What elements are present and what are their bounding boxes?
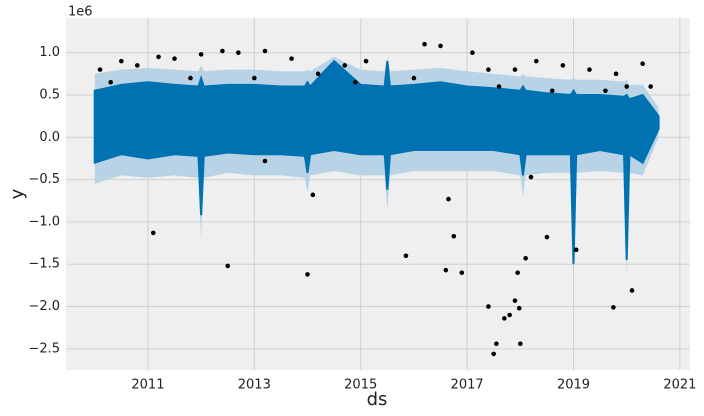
y-tick-label: −1.0 bbox=[28, 214, 60, 229]
observation-point bbox=[470, 50, 475, 55]
observation-point bbox=[289, 56, 294, 61]
observation-point bbox=[422, 41, 427, 47]
observation-point bbox=[451, 234, 457, 239]
x-tick-label: 2011 bbox=[131, 378, 164, 393]
y-tick-label: 0.5 bbox=[39, 88, 60, 103]
observation-point bbox=[491, 351, 497, 357]
observation-point bbox=[225, 263, 231, 269]
observation-point bbox=[446, 196, 451, 202]
observation-point bbox=[528, 174, 534, 180]
observation-point bbox=[507, 312, 512, 318]
x-axis-label: ds bbox=[367, 389, 388, 410]
observation-point bbox=[613, 71, 619, 77]
y-tick-label: −2.0 bbox=[28, 299, 60, 314]
observation-point bbox=[512, 67, 518, 72]
x-tick-label: 2015 bbox=[344, 378, 377, 393]
observation-point bbox=[533, 58, 539, 64]
observation-point bbox=[198, 52, 204, 57]
y-tick-label: −1.5 bbox=[28, 257, 60, 272]
observation-point bbox=[459, 270, 465, 275]
observation-point bbox=[262, 48, 268, 54]
observation-point bbox=[188, 75, 193, 81]
observation-point bbox=[486, 304, 491, 309]
observation-point bbox=[629, 288, 635, 293]
observation-point bbox=[363, 58, 369, 64]
observation-point bbox=[119, 58, 124, 64]
observation-point bbox=[315, 71, 321, 77]
observation-point bbox=[403, 253, 409, 259]
observation-point bbox=[172, 56, 177, 61]
observation-point bbox=[496, 84, 502, 89]
observation-point bbox=[502, 316, 507, 321]
observation-point bbox=[494, 341, 499, 347]
y-tick-label: 1.0 bbox=[39, 45, 60, 60]
observation-point bbox=[624, 84, 629, 89]
observation-point bbox=[560, 63, 566, 68]
observation-point bbox=[648, 84, 653, 89]
observation-point bbox=[438, 43, 443, 49]
observation-point bbox=[640, 61, 645, 66]
observation-point bbox=[544, 234, 550, 240]
observation-point bbox=[252, 75, 257, 81]
observation-point bbox=[262, 158, 268, 164]
observation-point bbox=[134, 63, 140, 68]
observation-point bbox=[573, 247, 579, 253]
x-tick-label: 2021 bbox=[663, 378, 696, 393]
y-tick-label: −2.5 bbox=[28, 341, 60, 356]
observation-point bbox=[523, 256, 528, 261]
observation-point bbox=[310, 192, 316, 198]
observation-point bbox=[486, 67, 491, 72]
offset-label: 1e6 bbox=[68, 5, 93, 20]
forecast bbox=[93, 59, 660, 265]
observation-point bbox=[236, 50, 241, 55]
observation-point bbox=[220, 48, 225, 54]
observation-point bbox=[516, 305, 522, 311]
observation-point bbox=[150, 230, 156, 236]
x-tick-label: 2019 bbox=[557, 378, 590, 393]
observation-point bbox=[353, 80, 358, 85]
observation-point bbox=[611, 305, 616, 310]
observation-point bbox=[108, 80, 113, 85]
observation-point bbox=[512, 298, 518, 303]
observation-point bbox=[443, 267, 449, 273]
y-tick-label: 0.0 bbox=[39, 130, 60, 145]
observation-point bbox=[603, 88, 608, 94]
x-tick-label: 2013 bbox=[238, 378, 271, 393]
observation-point bbox=[97, 67, 103, 72]
observation-point bbox=[515, 270, 520, 275]
y-axis-label: y bbox=[7, 188, 28, 199]
observation-point bbox=[518, 341, 523, 347]
observation-point bbox=[156, 54, 161, 60]
x-tick-label: 2017 bbox=[451, 378, 484, 393]
observation-point bbox=[305, 272, 310, 277]
observation-point bbox=[549, 88, 555, 94]
observation-point bbox=[342, 63, 348, 68]
observation-point bbox=[411, 75, 417, 81]
y-tick-label: −0.5 bbox=[28, 172, 60, 187]
observation-point bbox=[587, 67, 592, 72]
